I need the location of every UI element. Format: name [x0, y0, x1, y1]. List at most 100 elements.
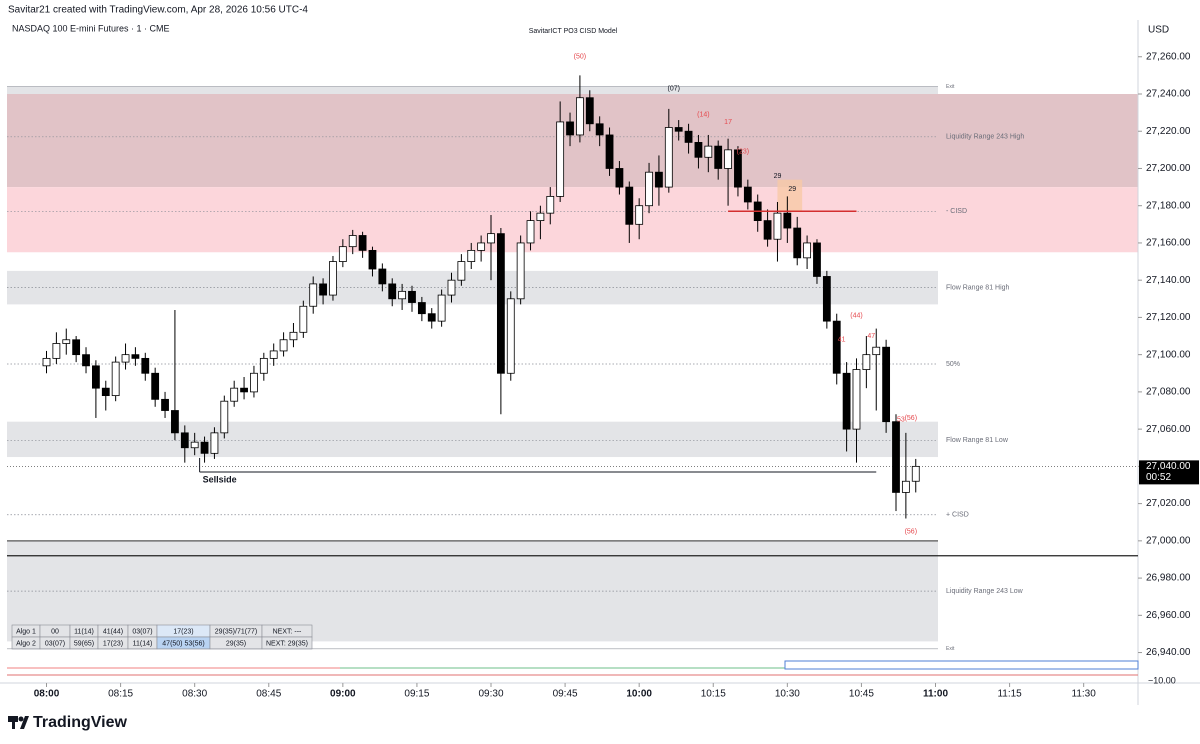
- annotation: 53: [897, 417, 905, 424]
- y-tick-label: 26,940.00: [1146, 647, 1191, 658]
- x-tick-label: 11:30: [1072, 689, 1097, 700]
- candle-body: [832, 320, 841, 374]
- x-tick-label: 11:00: [923, 689, 948, 700]
- table-text: 29(35)/71(77): [215, 628, 257, 635]
- last-price-box: [1139, 460, 1199, 485]
- y-tick-label: 27,060.00: [1146, 424, 1191, 435]
- candle-body: [516, 242, 525, 300]
- table-text: Algo 2: [16, 640, 36, 647]
- candle-body: [595, 123, 604, 136]
- y-tick-label: 27,240.00: [1146, 89, 1191, 100]
- x-tick-label: 08:30: [182, 689, 207, 700]
- candle-body: [674, 127, 683, 132]
- candle-body: [309, 283, 318, 307]
- candle-body: [813, 242, 821, 277]
- table-text: 11(14): [133, 640, 153, 647]
- candle-body: [477, 242, 486, 251]
- candle-body: [625, 186, 634, 225]
- level-label: Exit: [946, 646, 955, 652]
- candle-body: [536, 212, 545, 222]
- candle-body: [734, 149, 742, 188]
- candle-body: [822, 276, 831, 322]
- table-text: 59(65): [74, 640, 94, 647]
- table-text: 29(35): [226, 640, 246, 647]
- candle-body: [72, 339, 81, 356]
- brand: TradingView: [33, 714, 128, 731]
- candle-body: [210, 432, 219, 454]
- candle-body: [655, 171, 663, 188]
- candle-body: [408, 290, 416, 303]
- algo-table: Algo 1 00 11(14) 41(44) 03(07) 17(23) 29(35)/7…: [11, 624, 313, 650]
- y-tick-label: 27,000.00: [1146, 535, 1191, 546]
- table-text: NEXT: ---: [273, 628, 302, 635]
- candle-body: [348, 235, 357, 248]
- candle-body: [546, 195, 555, 214]
- level-label: Liquidity Range 243 Low: [946, 588, 1024, 595]
- candle-body: [91, 365, 100, 389]
- candle-body: [526, 220, 535, 244]
- sellside-label: Sellside: [203, 474, 237, 484]
- y-tick-label: 27,100.00: [1146, 349, 1191, 360]
- candle-body: [230, 387, 239, 402]
- countdown: 00:52: [1146, 472, 1171, 483]
- cisd-box: [777, 179, 803, 212]
- candle-body: [279, 339, 288, 352]
- candle-body: [111, 361, 120, 397]
- x-tick-label: 11:15: [997, 689, 1022, 700]
- annotation: (56): [905, 528, 917, 535]
- table-text: 03(07): [45, 640, 65, 647]
- candle-body: [576, 97, 584, 136]
- candle-body: [131, 354, 140, 359]
- candle-body: [615, 168, 624, 188]
- candle-body: [467, 249, 476, 262]
- candle-body: [892, 421, 900, 493]
- candle-body: [793, 227, 802, 259]
- candle-body: [487, 233, 495, 244]
- currency: USD: [1148, 25, 1169, 36]
- candle-body: [437, 294, 446, 322]
- annotation: (56): [905, 415, 917, 422]
- brand-logo: TradingView: [8, 714, 128, 731]
- candle-body: [852, 369, 861, 430]
- candle-body: [506, 298, 515, 374]
- level-label: Exit: [946, 84, 955, 90]
- author: Savitar21 created with TradingView.com, …: [8, 5, 308, 16]
- candle-body: [388, 283, 397, 300]
- candle-body: [338, 246, 347, 262]
- logo-mark: [18, 716, 24, 722]
- candle-body: [763, 220, 772, 240]
- y-tick-label: 27,160.00: [1146, 238, 1191, 249]
- x-tick-label: 10:30: [775, 689, 800, 700]
- background: [7, 86, 1138, 642]
- y-tick-label: 27,180.00: [1146, 200, 1191, 211]
- x-tick-label: 09:00: [330, 689, 356, 700]
- candle-body: [457, 261, 466, 281]
- y-tick-label: 26,960.00: [1146, 610, 1191, 621]
- candle-body: [200, 441, 209, 454]
- candle-body: [447, 279, 456, 296]
- level-label: Liquidity Range 243 High: [946, 134, 1024, 141]
- candle-body: [171, 410, 179, 434]
- candle-body: [783, 212, 792, 229]
- annotation: 41: [838, 337, 846, 344]
- annotation: (23): [737, 149, 749, 156]
- zone: [7, 187, 1138, 253]
- candle-body: [773, 212, 782, 240]
- level-label: - CISD: [946, 208, 967, 215]
- level-label: + CISD: [946, 512, 969, 519]
- annotation: (44): [850, 312, 862, 319]
- candle-body: [368, 249, 377, 270]
- annotation: (07): [668, 85, 680, 92]
- candle-body: [180, 432, 189, 449]
- table-text: 00: [51, 628, 59, 635]
- annotation: 29: [788, 186, 796, 193]
- logo-mark: [20, 716, 29, 729]
- candle-body: [52, 343, 61, 359]
- table-text: Algo 1: [16, 628, 36, 635]
- table-text: 17(23): [173, 628, 193, 635]
- candle-body: [842, 372, 851, 430]
- annotation: (14): [697, 111, 709, 118]
- table-text: NEXT: 29(35): [266, 640, 308, 647]
- x-tick-label: 09:15: [404, 689, 429, 700]
- candle-body: [190, 441, 199, 449]
